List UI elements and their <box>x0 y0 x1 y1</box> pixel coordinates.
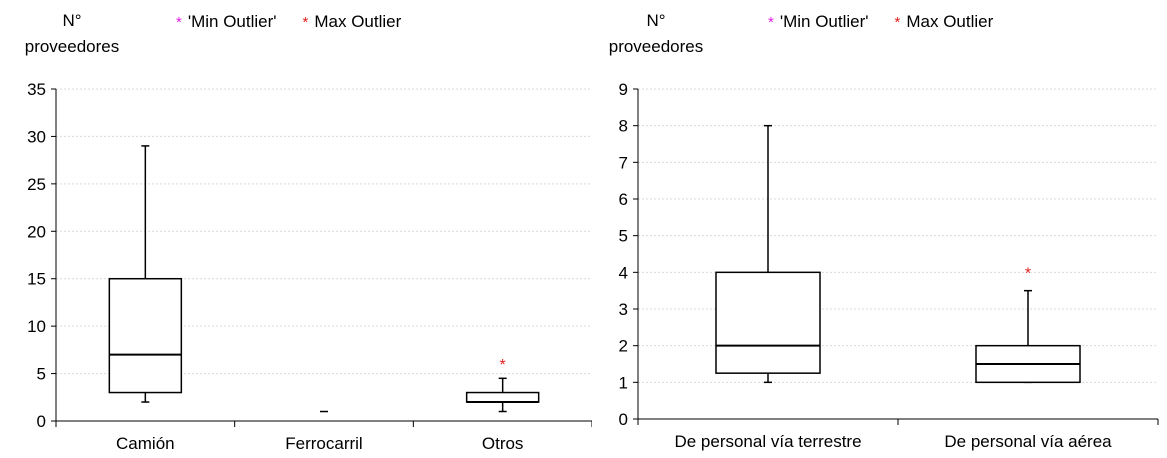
y-tick-label: 5 <box>37 365 46 384</box>
min-outlier-marker-icon: * <box>176 13 182 31</box>
legend-label-min-outlier: 'Min Outlier' <box>187 12 277 31</box>
y-axis-title-line1: N° <box>62 11 82 30</box>
y-tick-label: 9 <box>619 80 628 99</box>
y-axis-title: N° proveedores <box>22 8 122 60</box>
y-tick-label: 15 <box>27 270 46 289</box>
x-tick-label: Otros <box>482 434 524 453</box>
y-tick-label: 30 <box>27 127 46 146</box>
y-tick-label: 10 <box>27 317 46 336</box>
y-axis-title-line1: N° <box>646 11 666 30</box>
legend-item-min-outlier: * 'Min Outlier' <box>176 12 277 32</box>
box-plot-right: 0 1 2 3 4 5 6 7 8 9 De personal vía terrestre De pe… <box>619 80 1159 451</box>
y-tick-label: 20 <box>27 222 46 241</box>
legend: * 'Min Outlier' * Max Outlier <box>176 12 401 32</box>
max-outlier-point: * <box>1025 265 1031 282</box>
y-tick-label: 0 <box>619 410 628 429</box>
chart-panel-left: N° proveedores * 'Min Outlier' * Max Out… <box>22 8 592 453</box>
box-iqr <box>465 391 540 403</box>
legend-item-min-outlier: * 'Min Outlier' <box>768 12 869 32</box>
y-tick-label: 35 <box>27 80 46 99</box>
x-tick-label: Ferrocarril <box>285 434 362 453</box>
min-outlier-marker-icon: * <box>768 13 774 31</box>
y-tick-label: 6 <box>619 190 628 209</box>
y-tick-label: 3 <box>619 300 628 319</box>
y-tick-label: 5 <box>619 227 628 246</box>
legend-label-min-outlier: 'Min Outlier' <box>779 12 869 31</box>
y-axis-title: N° proveedores <box>606 8 706 60</box>
y-tick-label: 0 <box>37 412 46 431</box>
chart-panel-right: N° proveedores * 'Min Outlier' * Max Out… <box>592 0 1167 458</box>
y-axis-title-line2: proveedores <box>608 37 704 56</box>
box-iqr <box>108 277 183 394</box>
y-tick-label: 8 <box>619 117 628 136</box>
x-tick-label: De personal vía aérea <box>944 432 1112 451</box>
y-tick-label: 1 <box>619 373 628 392</box>
max-outlier-point: * <box>500 357 506 374</box>
y-axis-title-line2: proveedores <box>24 37 120 56</box>
y-tick-label: 2 <box>619 337 628 356</box>
legend-item-max-outlier: * Max Outlier <box>303 12 402 32</box>
x-tick-label: Camión <box>116 434 175 453</box>
y-tick-label: 4 <box>619 263 628 282</box>
legend-label-max-outlier: Max Outlier <box>314 12 402 31</box>
y-tick-label: 25 <box>27 175 46 194</box>
max-outlier-marker-icon: * <box>302 13 309 31</box>
legend-label-max-outlier: Max Outlier <box>906 12 994 31</box>
legend: * 'Min Outlier' * Max Outlier <box>768 12 993 32</box>
legend-item-max-outlier: * Max Outlier <box>895 12 994 32</box>
box-plot-left: 0 5 10 15 20 25 30 35 Camión Ferrocarril Otros * <box>27 80 592 453</box>
max-outlier-marker-icon: * <box>894 13 901 31</box>
y-tick-label: 7 <box>619 153 628 172</box>
box-iqr <box>715 271 821 374</box>
x-tick-label: De personal vía terrestre <box>674 432 861 451</box>
